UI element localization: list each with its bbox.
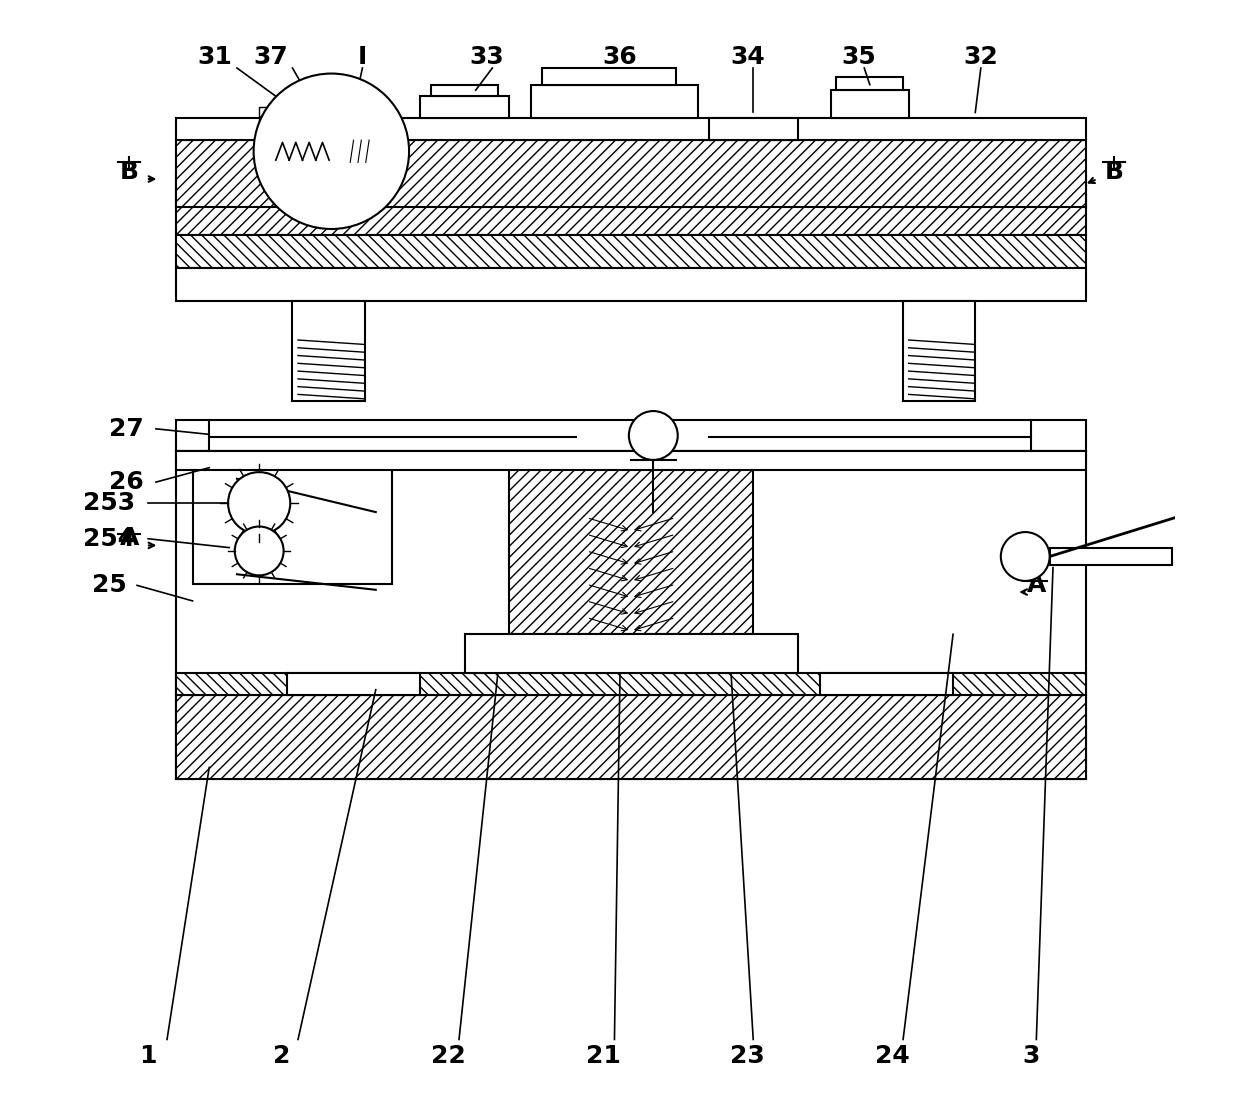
Circle shape: [228, 472, 290, 534]
Text: 2: 2: [273, 1044, 290, 1068]
Circle shape: [254, 73, 409, 229]
Bar: [176, 118, 1086, 140]
Text: I: I: [358, 45, 367, 69]
Text: 27: 27: [109, 417, 144, 441]
Bar: [293, 302, 365, 401]
Text: A: A: [119, 526, 139, 551]
Bar: [831, 90, 909, 118]
Bar: [176, 696, 1086, 779]
Bar: [1049, 548, 1172, 565]
Bar: [176, 420, 1086, 451]
Text: 31: 31: [197, 45, 232, 69]
Text: 254: 254: [83, 526, 135, 551]
Bar: [903, 302, 976, 401]
Bar: [837, 77, 903, 90]
Bar: [176, 235, 1086, 268]
Bar: [531, 85, 698, 118]
Bar: [176, 268, 1086, 302]
Text: 24: 24: [874, 1044, 909, 1068]
Text: 23: 23: [730, 1044, 765, 1068]
Text: 22: 22: [430, 1044, 465, 1068]
Bar: [820, 673, 954, 696]
Text: 34: 34: [730, 45, 765, 69]
Circle shape: [234, 526, 284, 575]
Circle shape: [1001, 532, 1049, 581]
Text: 3: 3: [1022, 1044, 1039, 1068]
Text: B: B: [1105, 160, 1123, 184]
Bar: [420, 96, 508, 118]
Text: 32: 32: [963, 45, 998, 69]
Bar: [542, 68, 676, 85]
Text: 25: 25: [92, 573, 126, 598]
Bar: [348, 140, 376, 162]
Bar: [176, 451, 1086, 779]
Text: 37: 37: [253, 45, 288, 69]
Text: A: A: [1027, 573, 1047, 597]
Bar: [176, 451, 1086, 470]
Text: 21: 21: [587, 1044, 621, 1068]
Text: 36: 36: [603, 45, 637, 69]
Bar: [465, 634, 797, 673]
Bar: [176, 174, 1086, 235]
Bar: [709, 118, 797, 140]
Bar: [176, 140, 1086, 207]
Text: 253: 253: [83, 491, 135, 515]
Text: B: B: [120, 160, 139, 184]
Bar: [259, 107, 392, 140]
Bar: [286, 673, 420, 696]
Bar: [508, 462, 753, 634]
Text: 33: 33: [470, 45, 505, 69]
Text: 1: 1: [139, 1044, 157, 1068]
Text: 26: 26: [109, 470, 144, 494]
Bar: [176, 673, 1086, 696]
Circle shape: [629, 411, 678, 460]
Text: 35: 35: [841, 45, 877, 69]
Bar: [432, 85, 498, 96]
Bar: [192, 467, 392, 584]
